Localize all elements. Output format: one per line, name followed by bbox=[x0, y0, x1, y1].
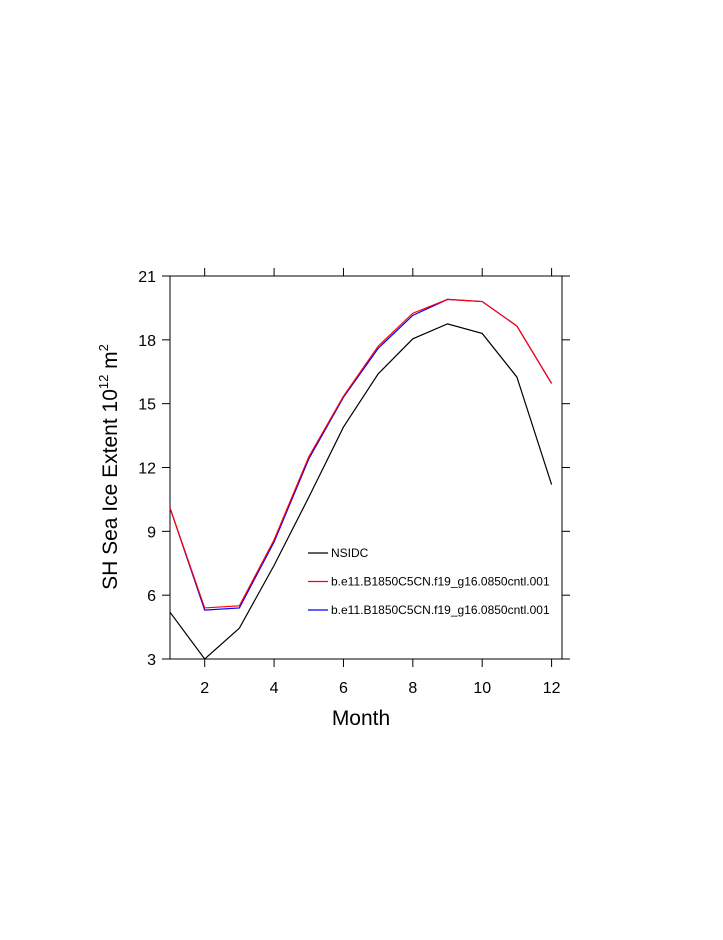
series-line bbox=[169, 298, 553, 611]
y-label-exp: 12 bbox=[96, 375, 111, 389]
y-label-text: SH Sea Ice Extent 10 bbox=[99, 389, 122, 590]
x-tick-label: 12 bbox=[543, 680, 561, 697]
legend-label: b.e11.B1850C5CN.f19_g16.0850cntl.001 bbox=[331, 603, 550, 617]
y-tick-label: 9 bbox=[147, 524, 156, 541]
x-tick-label: 10 bbox=[473, 680, 491, 697]
y-axis-label: SH Sea Ice Extent 1012 m2 bbox=[96, 344, 122, 590]
x-axis-label: Month bbox=[332, 707, 390, 730]
series-line bbox=[169, 298, 553, 609]
x-tick-label: 6 bbox=[339, 680, 348, 697]
y-tick-label: 18 bbox=[138, 333, 156, 350]
y-label-unit: m bbox=[99, 351, 122, 374]
y-tick-label: 3 bbox=[147, 652, 156, 669]
y-tick-label: 15 bbox=[138, 397, 156, 414]
y-tick-label: 21 bbox=[138, 269, 156, 286]
series-line bbox=[169, 323, 553, 660]
legend-label: b.e11.B1850C5CN.f19_g16.0850cntl.001 bbox=[331, 575, 550, 589]
x-tick-label: 2 bbox=[200, 680, 209, 697]
y-tick-label: 6 bbox=[147, 588, 156, 605]
y-tick-label: 12 bbox=[138, 461, 156, 478]
y-label-exp: 2 bbox=[96, 344, 111, 351]
x-tick-label: 8 bbox=[408, 680, 417, 697]
plot-frame bbox=[169, 275, 563, 660]
legend-label: NSIDC bbox=[331, 546, 369, 560]
x-tick-label: 4 bbox=[270, 680, 279, 697]
